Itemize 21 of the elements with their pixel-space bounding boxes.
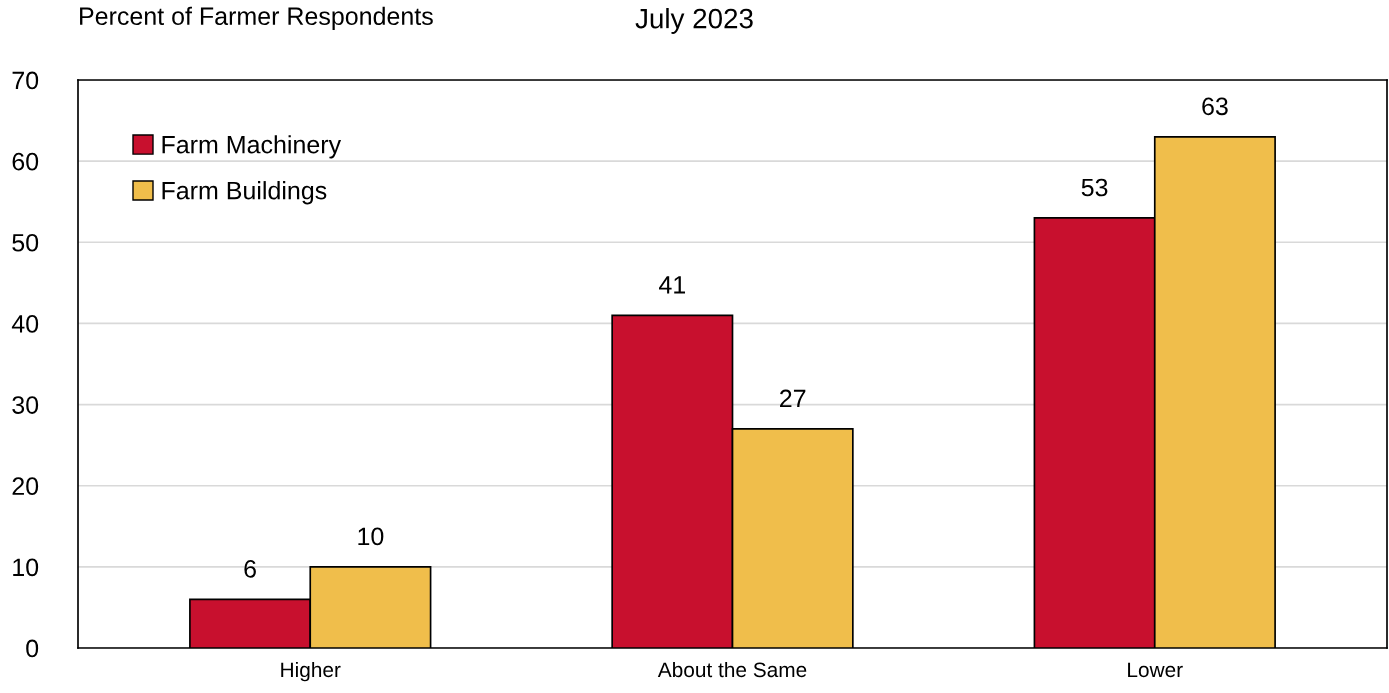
legend-label: Farm Machinery (162, 135, 342, 159)
y-axis-title: Percent of Farmer Respondents (80, 6, 433, 30)
y-tick-label: 40 (11, 315, 39, 333)
chart-title: July 2023 (635, 8, 753, 34)
y-tick-label: 20 (12, 477, 39, 496)
data-label: 27 (780, 389, 806, 408)
data-label: 6 (244, 560, 256, 578)
x-tick-label: About the Same (657, 661, 807, 678)
y-tick-label: 50 (12, 233, 39, 252)
legend-label: Farm Buildings (162, 181, 327, 205)
data-label: 63 (1202, 97, 1228, 116)
y-tick-label: 30 (12, 396, 39, 414)
y-tick-label: 70 (12, 71, 39, 90)
y-tick-label: 10 (13, 558, 39, 577)
data-label: 53 (1081, 178, 1108, 197)
x-tick-label: Lower (1128, 662, 1183, 678)
data-label: 10 (358, 527, 384, 546)
x-tick-label: Higher (281, 661, 341, 682)
data-label: 41 (659, 276, 686, 294)
y-tick-label: 60 (12, 152, 39, 171)
y-tick-label: 0 (26, 639, 39, 658)
